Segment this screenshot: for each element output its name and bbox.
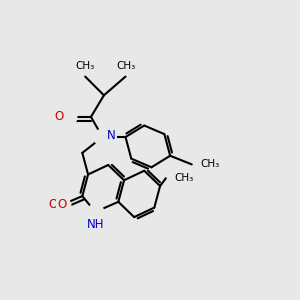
Text: N: N [107, 128, 116, 141]
Text: N: N [107, 129, 116, 142]
Text: NH: NH [86, 219, 104, 232]
Text: O: O [54, 110, 63, 123]
Text: CH₃: CH₃ [175, 173, 194, 183]
Text: O: O [58, 198, 67, 211]
Text: CH₃: CH₃ [200, 159, 220, 170]
Text: O: O [48, 198, 58, 211]
Text: O: O [55, 110, 64, 123]
Text: CH₃: CH₃ [116, 61, 135, 71]
Text: NH: NH [86, 218, 104, 231]
Text: CH₃: CH₃ [76, 61, 95, 71]
